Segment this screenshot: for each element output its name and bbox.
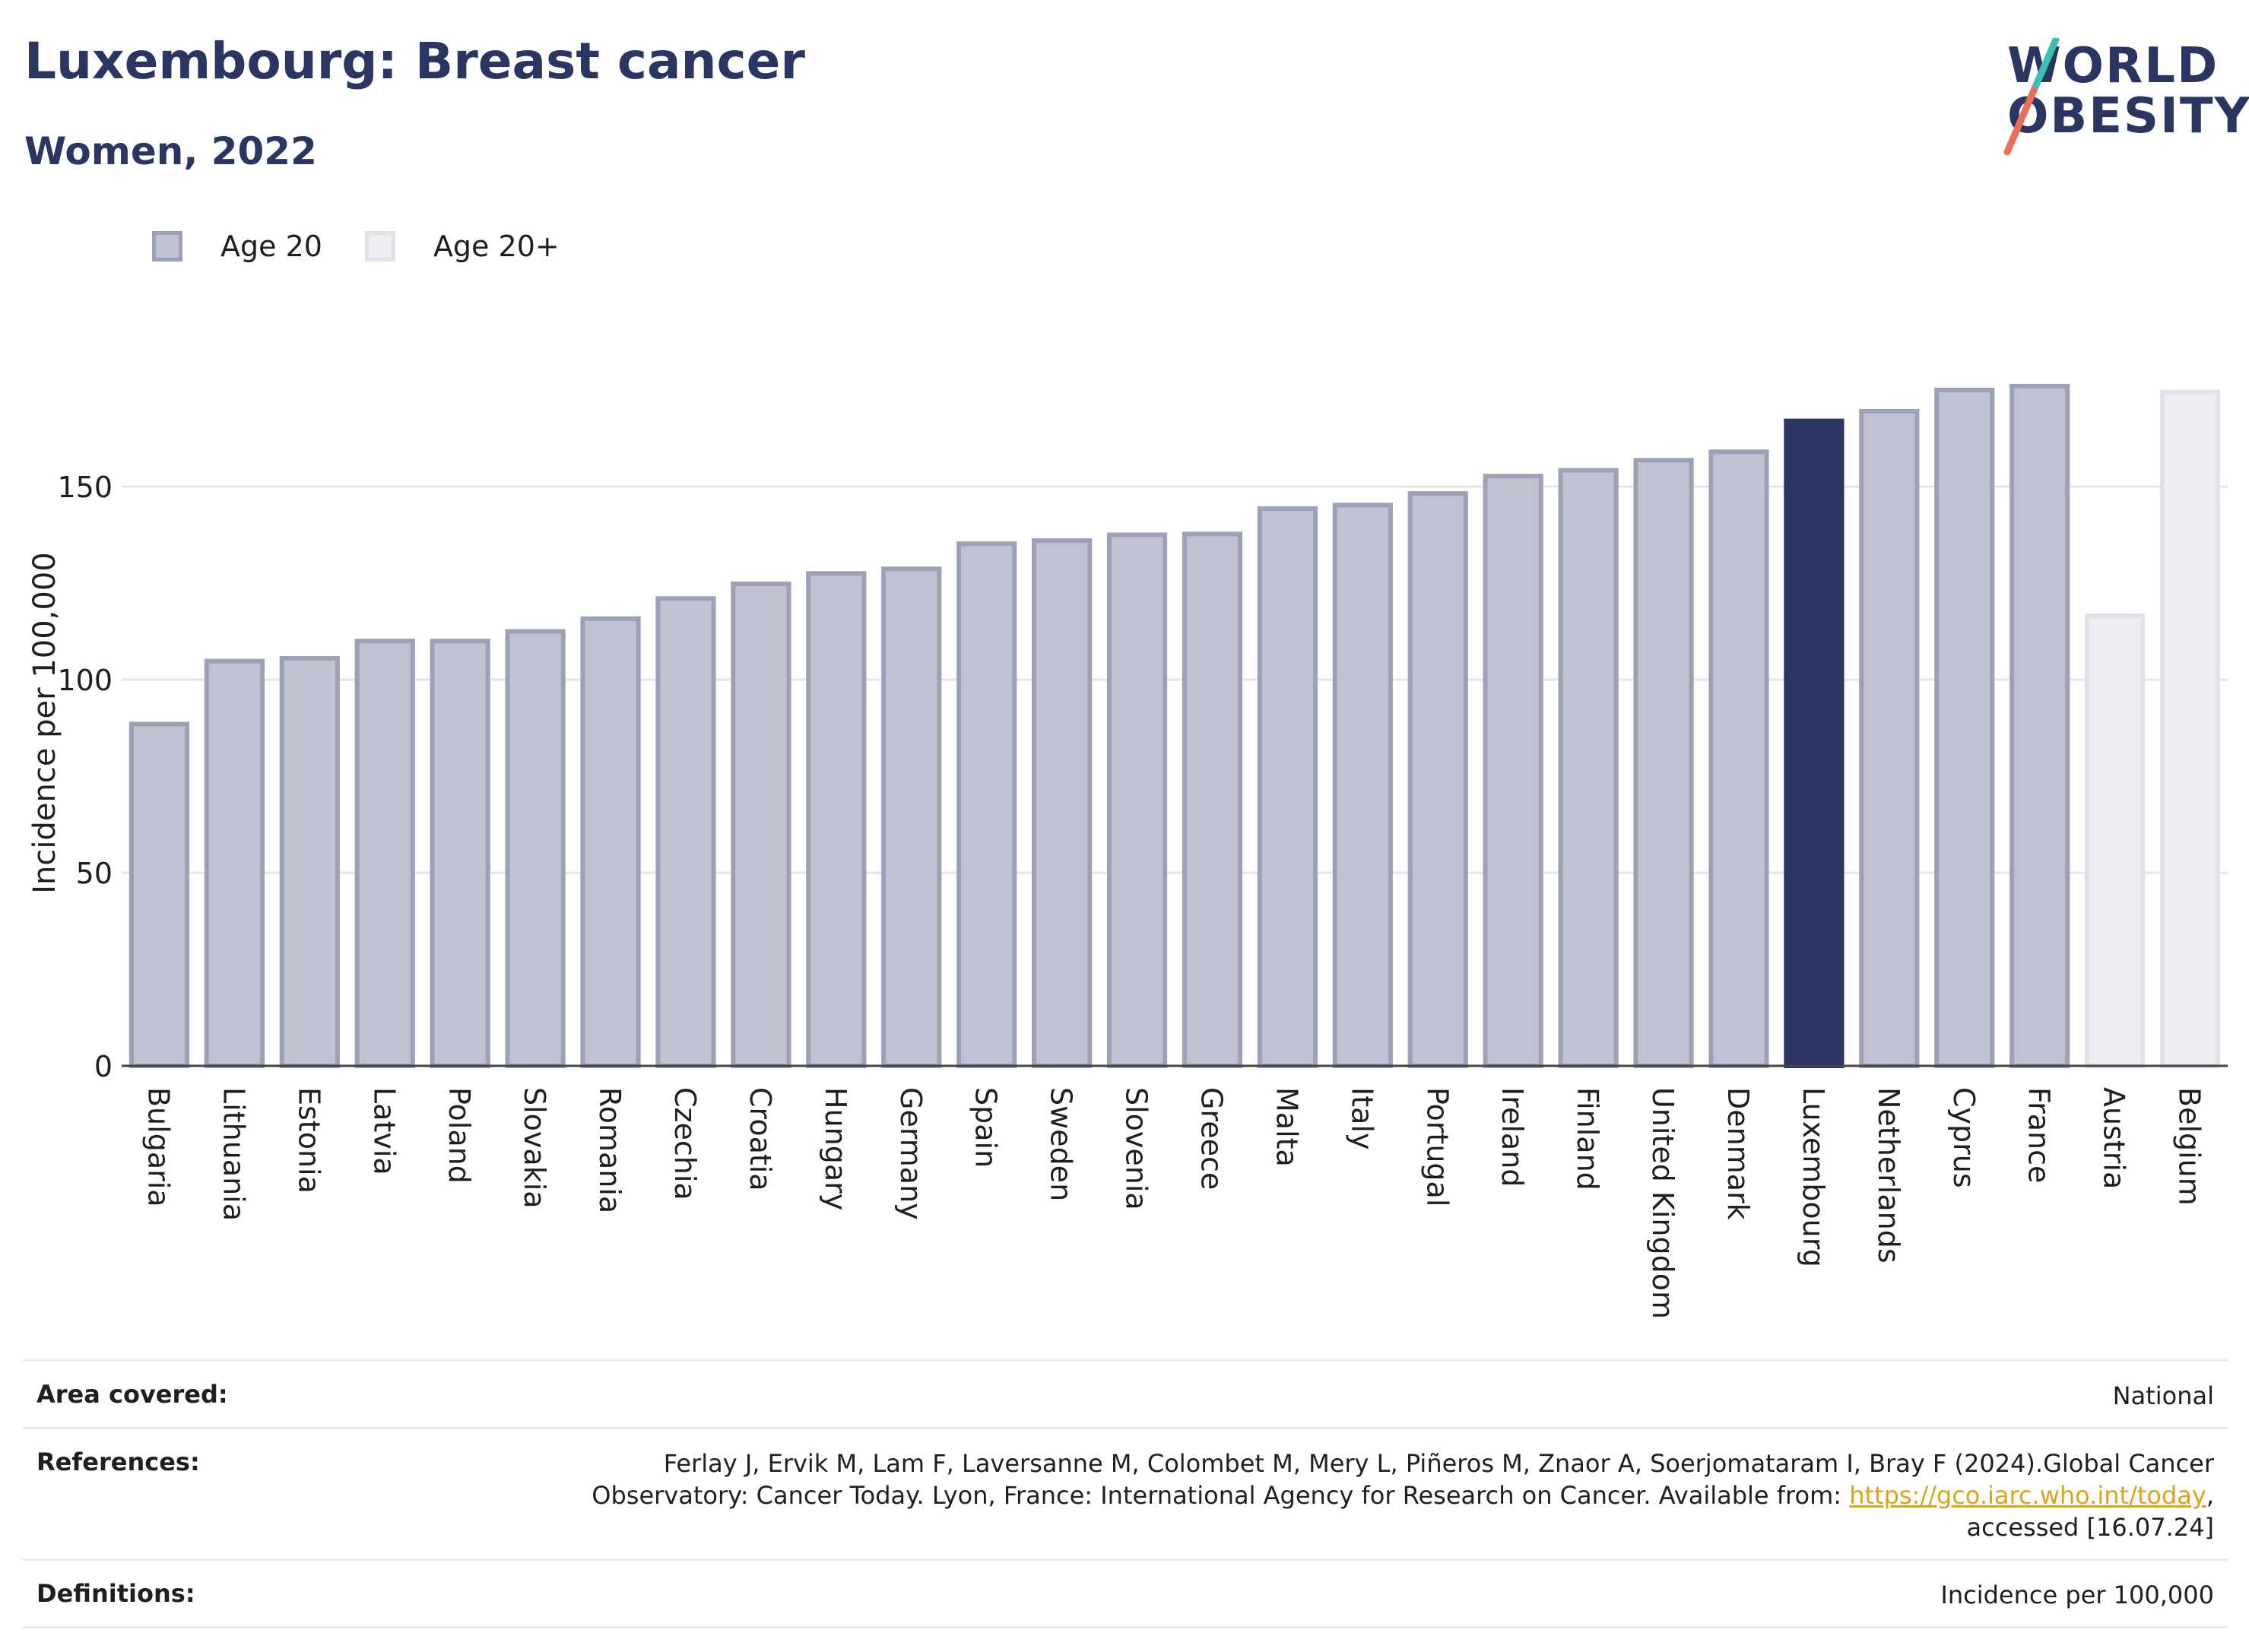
bar-germany bbox=[881, 566, 942, 1068]
legend-item-age20[interactable]: Age 20 bbox=[152, 230, 322, 263]
x-tick-label: Belgium bbox=[2173, 1087, 2206, 1206]
y-tick-label: 150 bbox=[57, 471, 113, 504]
bar-denmark bbox=[1708, 449, 1769, 1068]
bar-poland bbox=[430, 639, 490, 1068]
x-tick-label: Latvia bbox=[367, 1087, 401, 1175]
chart-footer: Area covered: National References: Ferla… bbox=[23, 1359, 2228, 1628]
bar-luxembourg bbox=[1784, 418, 1845, 1068]
legend-swatch-age20plus bbox=[364, 231, 395, 262]
x-tick-label: Finland bbox=[1571, 1087, 1604, 1191]
x-tick-label: Luxembourg bbox=[1797, 1087, 1830, 1267]
x-tick-label: Croatia bbox=[744, 1087, 777, 1191]
legend-label-age20: Age 20 bbox=[220, 230, 322, 263]
y-axis-label: Incidence per 100,000 bbox=[27, 552, 62, 894]
x-tick-label: France bbox=[2022, 1087, 2056, 1183]
y-tick-label: 100 bbox=[57, 664, 113, 697]
page-subtitle: Women, 2022 bbox=[24, 129, 317, 173]
legend-label-age20plus: Age 20+ bbox=[433, 230, 560, 263]
bar-spain bbox=[956, 541, 1017, 1068]
x-tick-label: Malta bbox=[1270, 1087, 1303, 1167]
bar-malta bbox=[1257, 506, 1318, 1068]
y-tick-label: 0 bbox=[94, 1050, 113, 1083]
area-label: Area covered: bbox=[36, 1380, 228, 1409]
bar-portugal bbox=[1407, 491, 1468, 1068]
world-obesity-logo: WORLD OBESITY bbox=[1992, 38, 2249, 160]
x-tick-label: Italy bbox=[1345, 1087, 1378, 1149]
logo-line-2: OBESITY bbox=[2007, 88, 2249, 144]
bar-italy bbox=[1332, 503, 1393, 1068]
bar-united-kingdom bbox=[1633, 458, 1694, 1068]
legend-item-age20plus[interactable]: Age 20+ bbox=[364, 230, 560, 263]
bar-lithuania bbox=[204, 658, 265, 1068]
bar-slovenia bbox=[1106, 532, 1168, 1068]
x-tick-label: Greece bbox=[1194, 1087, 1228, 1190]
definitions-value: Incidence per 100,000 bbox=[1940, 1581, 2214, 1609]
bar-ireland bbox=[1483, 474, 1543, 1068]
x-tick-label: Austria bbox=[2098, 1087, 2131, 1189]
logo-slash-icon bbox=[2003, 38, 2060, 156]
y-tick-label: 50 bbox=[76, 857, 113, 890]
x-tick-label: Estonia bbox=[292, 1087, 325, 1194]
bar-latvia bbox=[354, 639, 415, 1068]
bar-romania bbox=[580, 616, 641, 1068]
references-suffix: , accessed [16.07.24] bbox=[1966, 1481, 2214, 1542]
x-tick-label: Netherlands bbox=[1872, 1087, 1905, 1264]
bar-hungary bbox=[806, 571, 867, 1068]
footer-row-area: Area covered: National bbox=[23, 1359, 2228, 1427]
bar-bulgaria bbox=[128, 721, 190, 1068]
bar-finland bbox=[1558, 468, 1619, 1068]
x-tick-label: Spain bbox=[969, 1087, 1003, 1168]
bar-cyprus bbox=[1934, 388, 1995, 1068]
bar-czechia bbox=[655, 596, 716, 1068]
references-text: Ferlay J, Ervik M, Lam F, Laversanne M, … bbox=[592, 1449, 2214, 1510]
chart-legend: Age 20 Age 20+ bbox=[152, 225, 602, 268]
x-tick-label: Czechia bbox=[668, 1087, 702, 1200]
bar-belgium bbox=[2159, 389, 2221, 1068]
bar-estonia bbox=[279, 656, 340, 1068]
x-tick-label: Hungary bbox=[819, 1087, 852, 1210]
bar-sweden bbox=[1032, 538, 1093, 1068]
x-tick-label: Slovakia bbox=[518, 1087, 551, 1209]
footer-row-references: References: Ferlay J, Ervik M, Lam F, La… bbox=[23, 1427, 2228, 1558]
definitions-label: Definitions: bbox=[36, 1579, 195, 1608]
x-tick-label: Poland bbox=[443, 1087, 476, 1184]
x-tick-label: Portugal bbox=[1420, 1087, 1454, 1206]
x-tick-label: Denmark bbox=[1721, 1087, 1755, 1220]
x-tick-label: Germany bbox=[894, 1087, 928, 1220]
x-tick-label: Sweden bbox=[1045, 1087, 1078, 1201]
legend-swatch-age20 bbox=[152, 231, 182, 262]
bar-slovakia bbox=[505, 629, 566, 1068]
x-tick-label: Cyprus bbox=[1947, 1087, 1981, 1188]
references-value: Ferlay J, Ervik M, Lam F, Laversanne M, … bbox=[541, 1447, 2214, 1543]
bar-austria bbox=[2085, 614, 2146, 1068]
page-title: Luxembourg: Breast cancer bbox=[24, 32, 805, 90]
x-tick-label: Romania bbox=[593, 1087, 626, 1213]
x-tick-label: Slovenia bbox=[1120, 1087, 1153, 1210]
x-tick-label: United Kingdom bbox=[1646, 1087, 1680, 1319]
references-label: References: bbox=[36, 1447, 200, 1476]
footer-row-definitions: Definitions: Incidence per 100,000 bbox=[23, 1558, 2228, 1628]
area-value: National bbox=[2112, 1381, 2214, 1410]
bar-greece bbox=[1182, 531, 1243, 1068]
bar-croatia bbox=[731, 582, 791, 1068]
x-tick-label: Lithuania bbox=[217, 1087, 250, 1221]
bar-france bbox=[2010, 383, 2070, 1069]
references-link[interactable]: https://gco.iarc.who.int/today bbox=[1849, 1481, 2206, 1510]
x-tick-label: Bulgaria bbox=[141, 1087, 175, 1207]
bar-netherlands bbox=[1859, 408, 1920, 1068]
bar-chart: 0 50 100 150 Incidence per 100,000 Bulgaria Li… bbox=[27, 383, 2228, 1319]
x-tick-label: Ireland bbox=[1496, 1087, 1529, 1187]
